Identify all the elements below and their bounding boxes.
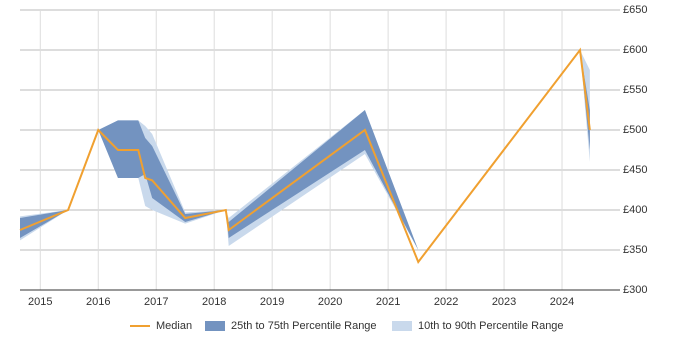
legend-swatch bbox=[392, 321, 412, 331]
x-tick-label: 2022 bbox=[434, 296, 458, 308]
y-tick-label: £450 bbox=[623, 164, 647, 176]
legend-label: 10th to 90th Percentile Range bbox=[418, 320, 564, 332]
y-tick-label: £600 bbox=[623, 44, 647, 56]
x-tick-label: 2015 bbox=[28, 296, 52, 308]
x-tick-label: 2020 bbox=[318, 296, 342, 308]
median-line bbox=[19, 47, 591, 265]
y-tick-label: £650 bbox=[623, 4, 647, 16]
x-tick-label: 2018 bbox=[202, 296, 226, 308]
x-tick-label: 2019 bbox=[260, 296, 284, 308]
legend-swatch bbox=[205, 321, 225, 331]
y-tick-label: £350 bbox=[623, 244, 647, 256]
legend-label: Median bbox=[156, 320, 192, 332]
x-tick-label: 2016 bbox=[86, 296, 110, 308]
percentile-band bbox=[20, 50, 590, 250]
y-tick-label: £550 bbox=[623, 84, 647, 96]
legend-label: 25th to 75th Percentile Range bbox=[231, 320, 377, 332]
y-tick-label: £500 bbox=[623, 124, 647, 136]
x-tick-label: 2023 bbox=[492, 296, 516, 308]
y-tick-label: £400 bbox=[623, 204, 647, 216]
x-tick-label: 2024 bbox=[550, 296, 574, 308]
y-tick-label: £300 bbox=[623, 284, 647, 296]
x-tick-label: 2017 bbox=[144, 296, 168, 308]
x-tick-label: 2021 bbox=[376, 296, 400, 308]
